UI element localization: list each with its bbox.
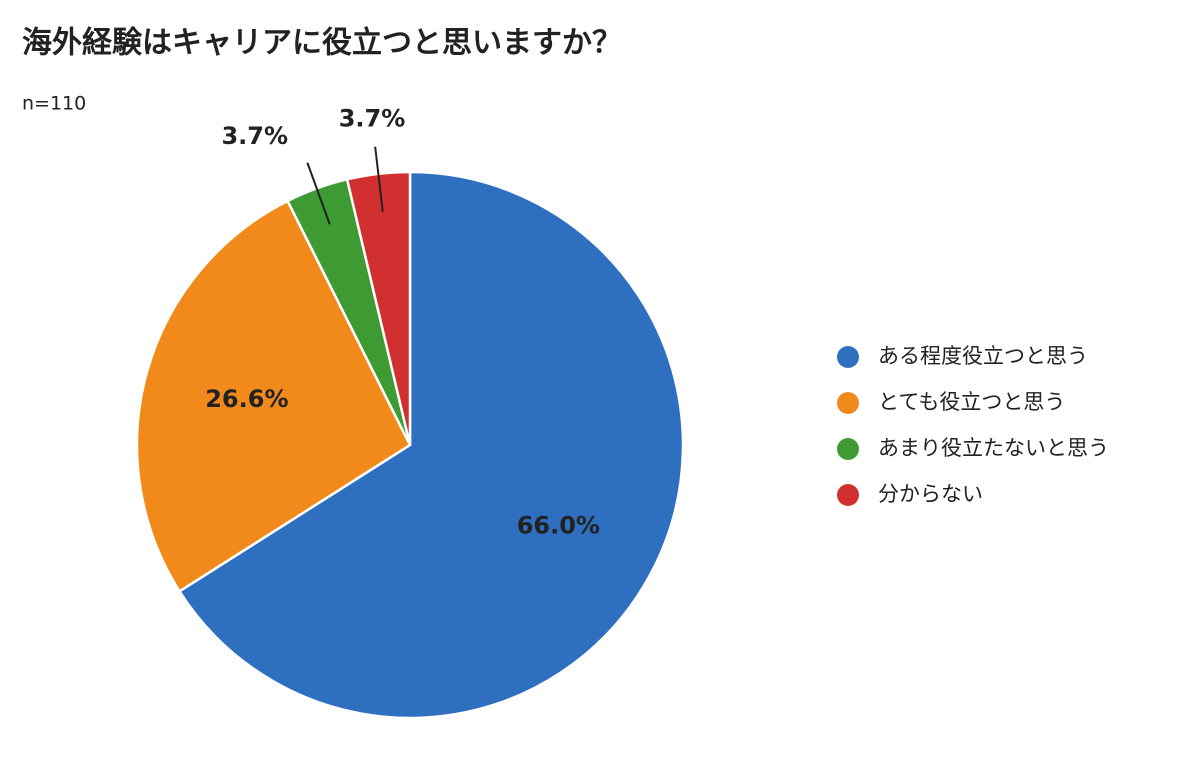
leader-line — [374, 146, 384, 212]
data-label: 66.0% — [517, 512, 600, 540]
legend-marker — [837, 484, 859, 506]
legend-label: あまり役立たないと思う — [878, 436, 1109, 460]
chart-title: 海外経験はキャリアに役立つと思いますか？ — [22, 26, 622, 61]
chart-subtitle: n=110 — [22, 93, 86, 115]
pie-slice — [135, 199, 412, 594]
pie-slice — [177, 170, 685, 720]
legend-marker — [837, 346, 859, 368]
leader-line — [306, 162, 331, 225]
data-label: 3.7% — [221, 122, 288, 150]
data-label: 3.7% — [339, 105, 406, 133]
legend-marker — [837, 438, 859, 460]
legend-label: 分からない — [878, 482, 983, 506]
legend-label: とても役立つと思う — [878, 390, 1065, 414]
legend-marker — [837, 392, 859, 414]
legend-label: ある程度役立つと思う — [878, 344, 1088, 368]
data-label: 26.6% — [205, 385, 288, 413]
